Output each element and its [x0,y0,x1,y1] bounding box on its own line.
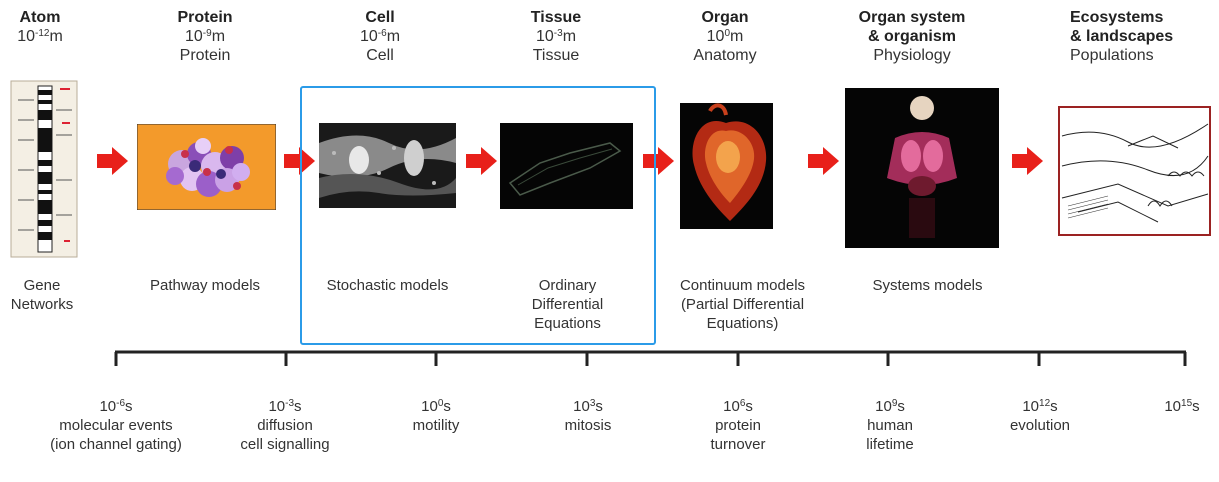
time-label: mitosis [564,417,612,434]
time-tick: 10-6s molecular events (ion channel gati… [36,397,196,454]
level-title: Protein [177,9,233,26]
model-pathway: Pathway models [149,277,261,294]
time-value: 106s [723,398,753,415]
time-label: protein turnover [710,417,766,453]
level-scale: 10-9m [184,28,226,45]
level-cell: Cell 10-6m Cell [345,8,415,65]
level-title: Tissue [530,9,582,26]
time-tick: 1015s [1150,397,1214,416]
level-scale: 10-6m [359,28,401,45]
level-atom: Atom 10-12m [10,8,70,46]
model-gene-networks: Gene Networks [10,277,74,313]
level-subtitle: Cell [366,47,394,64]
level-scale: 100m [706,28,744,45]
level-subtitle: Protein [179,47,231,64]
model-systems: Systems models [872,277,983,294]
level-scale: 10-12m [17,28,63,45]
highlight-box [300,86,656,345]
time-value: 10-3s [268,398,302,415]
level-title: Atom [19,9,61,26]
level-title-line2: & landscapes [1070,28,1174,45]
level-tissue: Tissue 10-3m Tissue [520,8,592,65]
time-value: 1015s [1164,398,1200,415]
time-tick: 109s human lifetime [840,397,940,454]
protein-image [137,124,276,210]
time-value: 10-6s [99,398,133,415]
level-organ-system: Organ system & organism Physiology [842,8,982,65]
time-tick: 10-3s diffusion cell signalling [225,397,345,454]
model-stochastic: Stochastic models [326,277,449,294]
level-subtitle: Tissue [532,47,580,64]
time-tick: 103s mitosis [538,397,638,435]
level-ecosystems: Ecosystems & landscapes Populations [1070,8,1210,65]
time-value: 100s [421,398,451,415]
level-title-line2: & organism [867,28,956,45]
time-tick: 100s motility [386,397,486,435]
level-subtitle: Anatomy [693,47,757,64]
model-continuum: Continuum models (Partial Differential E… [679,277,806,332]
level-protein: Protein 10-9m Protein [165,8,245,65]
time-label: evolution [1009,417,1071,434]
level-title: Ecosystems [1070,9,1164,26]
cell-image [319,123,456,208]
chromosome-image [10,80,78,258]
model-ode: Ordinary Differential Equations [531,277,604,332]
time-label: diffusion cell signalling [240,417,330,453]
organism-image [845,88,999,248]
level-organ: Organ 100m Anatomy [680,8,770,65]
level-title: Organ system [858,9,966,26]
time-label: human lifetime [866,417,914,453]
level-subtitle: Physiology [873,47,951,64]
time-tick: 106s protein turnover [688,397,788,454]
heart-image [680,103,773,229]
time-value: 109s [875,398,905,415]
level-subtitle: Populations [1070,47,1154,64]
time-value: 1012s [1022,398,1058,415]
time-value: 103s [573,398,603,415]
landscape-image [1058,106,1211,236]
time-label: molecular events (ion channel gating) [50,417,182,453]
tissue-image [500,123,633,209]
time-label: motility [412,417,460,434]
time-tick: 1012s evolution [990,397,1090,435]
time-axis [114,350,1187,366]
level-title: Organ [701,9,749,26]
level-scale: 10-3m [535,28,577,45]
level-title: Cell [365,9,395,26]
